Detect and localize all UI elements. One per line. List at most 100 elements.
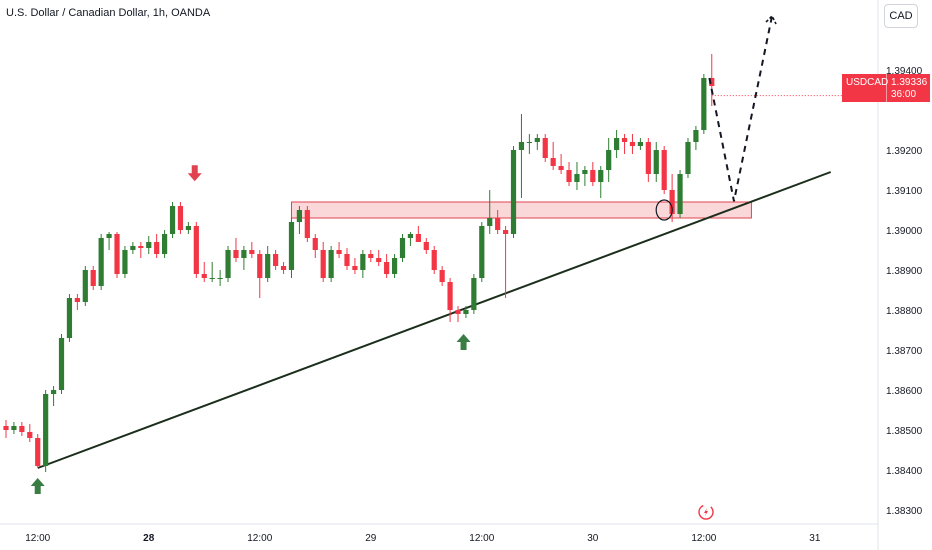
price-badge-divider [886,74,887,102]
y-tick-label: 1.39000 [886,226,923,237]
currency-button[interactable]: CAD [884,4,918,28]
candle-body [606,150,612,170]
candle-body [257,254,263,278]
candle-body [162,234,168,254]
candle-body [90,270,96,286]
y-tick-label: 1.38600 [886,386,923,397]
arrow-down-marker [187,165,202,182]
candle-body [336,250,342,254]
candle-body [574,174,580,182]
candle-body [74,298,80,302]
candle-body [661,150,667,190]
candle-body [439,270,445,282]
y-tick-label: 1.38400 [886,466,923,477]
candle-body [701,78,707,130]
candle-body [3,426,9,430]
y-tick-label: 1.38900 [886,266,923,277]
projection-arrowhead [765,14,777,25]
candle-body [66,298,73,338]
candle-body [407,234,414,238]
candle-body [98,238,104,286]
candle-body [629,142,636,146]
candle-body [35,438,41,466]
candle-body [265,254,271,278]
flash-icon[interactable] [698,504,714,520]
candle-body [621,138,628,142]
candle-body [249,250,255,254]
trend-line [37,171,832,469]
candle-body [177,206,184,230]
candle-body [296,210,303,222]
candle-body [201,274,207,278]
candle-body [122,250,128,274]
candle-body [693,130,699,142]
y-tick-label: 1.38300 [886,506,923,517]
candle-body [447,282,453,310]
x-tick-label: 29 [365,533,377,544]
candle-body [510,150,517,234]
x-tick-label: 30 [587,533,599,544]
candle-body [542,138,548,158]
candle-body [614,138,620,150]
y-tick-label: 1.38500 [886,426,923,437]
candle-body [82,270,88,302]
candle-body [479,226,485,278]
candle-body [495,218,501,230]
candle-body [106,234,112,238]
candle-body [455,310,461,314]
candle-body [709,78,715,86]
highlight-circle [655,199,673,221]
candle-body [130,246,136,250]
candle-body [550,158,556,166]
candle-body [391,258,398,274]
x-tick-label: 12:00 [247,533,272,544]
candle-body [344,254,350,266]
candle-body [376,258,382,262]
candle-body [27,432,33,438]
x-tick-label: 12:00 [25,533,50,544]
candle-body [558,166,564,170]
candle-body [518,142,525,150]
candle-body [50,390,57,394]
candle-body [534,138,540,142]
candle-body [685,142,691,174]
price-badge-symbol: USDCAD [846,77,889,88]
candle-body [233,250,239,258]
candle-body [114,234,120,274]
price-badge-price: 1.39336 [891,77,928,88]
price-badge-countdown: 36:00 [891,89,917,100]
candle-body [471,278,477,310]
candle-body [384,262,390,274]
candle-body [288,222,295,270]
candle-body [637,142,643,146]
candle-body [566,170,572,182]
candle-body [669,190,675,214]
candle-body [328,250,334,278]
candle-body [193,226,199,274]
chart-title: U.S. Dollar / Canadian Dollar, 1h, OANDA [6,7,211,19]
y-tick-label: 1.38700 [886,346,923,357]
candle-body [368,254,374,258]
candle-body [352,266,358,270]
candle-body [582,170,588,174]
x-tick-label: 12:00 [691,533,716,544]
y-tick-label: 1.38800 [886,306,923,317]
flash-bolt [704,508,708,516]
candle-body [273,254,279,266]
candle-body [360,254,366,270]
projection-path [708,15,774,202]
candle-body [502,230,509,234]
candle-body [399,238,406,258]
candle-body [11,426,17,430]
candle-body [431,250,437,270]
candle-body [487,218,493,226]
x-tick-label: 31 [809,533,821,544]
candle-body [526,142,532,143]
candle-body [209,278,215,279]
y-tick-label: 1.39100 [886,186,923,197]
candle-body [58,338,65,390]
candle-body [677,174,683,214]
candle-body [590,170,596,182]
candle-body [138,246,144,248]
